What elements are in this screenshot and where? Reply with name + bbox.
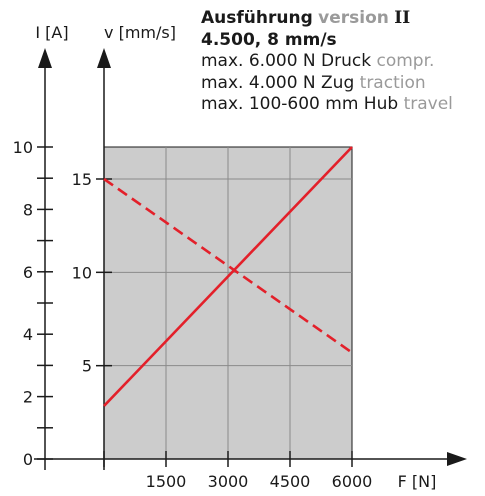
y-axis-current-arrow <box>38 48 52 68</box>
current-series-line <box>103 146 353 407</box>
y-axis-label-current: I [A] <box>35 23 68 42</box>
tick-label-speed: 15 <box>72 170 92 189</box>
spec-row-travel: max. 100-600 mm Hub travel <box>201 94 485 116</box>
tick-label-x: 3000 <box>208 472 249 491</box>
tick-label-current: 4 <box>23 325 33 344</box>
x-axis-arrow <box>447 452 467 466</box>
x-axis-label: F [N] <box>398 472 437 491</box>
y-axis-speed-arrow <box>97 48 111 68</box>
spec-traction-en: traction <box>359 72 426 93</box>
grid <box>104 147 352 459</box>
version-numeral: II <box>394 8 411 28</box>
spec-compression-en: compr. <box>376 51 435 71</box>
ticks: 0 2 4 6 8 10 5 10 15 1500 3000 4500 6000 <box>13 138 373 491</box>
tick-label-current: 10 <box>13 138 33 157</box>
spec-travel-de: max. 100-600 mm Hub <box>201 94 399 114</box>
tick-label-x: 1500 <box>146 472 187 491</box>
spec-row-compression: max. 6.000 N Druck compr. <box>201 51 485 73</box>
tick-label-current: 8 <box>23 200 33 219</box>
tick-label-current: 6 <box>23 263 33 282</box>
tick-label-speed: 10 <box>72 263 92 282</box>
title-german: Ausführung <box>201 8 313 28</box>
tick-label-current: 2 <box>23 388 33 407</box>
legend-subtitle: 4.500, 8 mm/s <box>201 29 337 50</box>
specification-legend: Ausführung version II 4.500, 8 mm/s max.… <box>201 8 485 116</box>
tick-label-x: 6000 <box>332 472 373 491</box>
spec-travel-en: travel <box>403 94 453 114</box>
tick-label-speed: 5 <box>82 357 92 376</box>
tick-label-current: 0 <box>23 450 33 469</box>
y-axis-label-speed: v [mm/s] <box>104 23 176 42</box>
tick-label-x: 4500 <box>270 472 311 491</box>
spec-compression-de: max. 6.000 N Druck <box>201 51 372 71</box>
spec-row-traction: max. 4.000 N Zug traction <box>201 73 485 95</box>
series <box>103 146 353 407</box>
spec-traction-de: max. 4.000 N Zug <box>201 72 355 93</box>
title-english: version <box>318 8 389 28</box>
legend-title: Ausführung version II <box>201 8 485 30</box>
